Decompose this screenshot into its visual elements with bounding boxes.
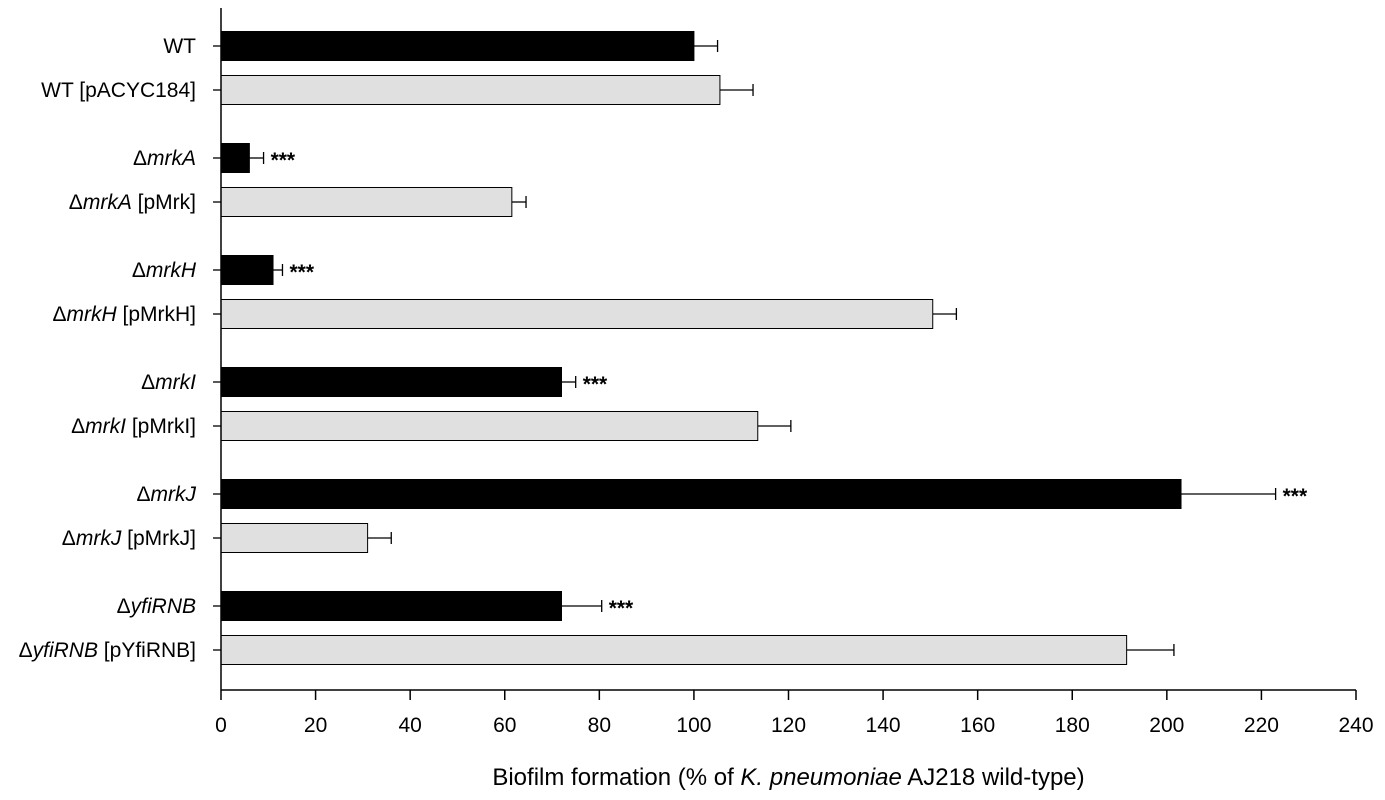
label-part: Δ [141,371,155,394]
label-part: [pMrkJ] [121,527,196,550]
label-part: yfiRNB [129,595,196,618]
x-tick-label: 60 [493,714,516,737]
label-part: mrkA [83,191,132,214]
bar [220,591,562,621]
category-label: WT [163,35,196,58]
label-part: [pMrkI] [126,415,196,438]
error-bar [693,40,719,52]
bar [220,635,1128,665]
label-part: AJ218 wild-type) [902,764,1085,791]
x-tick-label: 200 [1149,714,1184,737]
x-tick-label: 20 [304,714,327,737]
x-tick-label: 120 [771,714,806,737]
bar [220,367,562,397]
error-bar [367,532,392,544]
label-part: Δ [117,595,131,618]
bar [220,75,721,105]
bar [220,143,250,173]
label-part: Δ [133,147,147,170]
x-tick-label: 220 [1244,714,1279,737]
category-label: WT [pACYC184] [41,79,196,102]
x-tick-label: 40 [398,714,421,737]
error-bar [249,152,265,164]
bar [220,187,513,217]
error-bars-layer [249,40,1277,656]
error-bar [932,308,958,320]
x-tick-label: 80 [588,714,611,737]
label-part: [pMrkH] [117,303,196,326]
error-bar [273,264,284,276]
bar [220,523,369,553]
category-label: ΔmrkA [pMrk] [69,191,196,214]
bar [220,411,759,441]
error-bar [1181,488,1277,500]
error-bar [719,84,754,96]
x-tick-label: 100 [676,714,711,737]
label-part: Biofilm formation (% of [492,764,740,791]
error-bar [561,600,603,612]
significance-marker: *** [1283,485,1308,508]
category-label: ΔmrkH [132,259,197,282]
bar [220,479,1182,509]
error-bar [511,196,527,208]
label-part: mrkH [146,259,197,282]
category-label: ΔmrkJ [pMrkJ] [62,527,196,550]
error-bar [561,376,577,388]
x-tick-label: 240 [1338,714,1373,737]
significance-layer: *** *** *** *** *** [271,149,1308,620]
error-bar [757,420,792,432]
label-part: mrkH [67,303,118,326]
significance-marker: *** [609,597,634,620]
x-tick-label: 160 [960,714,995,737]
label-part: mrkI [85,415,126,438]
label-part: Δ [62,527,76,550]
label-part: [pYfiRNB] [98,639,196,662]
label-part: K. pneumoniae [740,764,901,791]
x-axis-title: Biofilm formation (% of K. pneumoniae AJ… [492,764,1084,791]
label-part: Δ [71,415,85,438]
label-part: WT [pACYC184] [41,79,196,102]
label-part: Δ [19,639,33,662]
bars-layer [220,31,1182,665]
x-tick-label: 180 [1055,714,1090,737]
label-part: yfiRNB [31,639,98,662]
label-part: mrkI [155,371,196,394]
x-tick-label: 140 [866,714,901,737]
label-part: WT [163,35,196,58]
category-label: ΔmrkJ [136,483,196,506]
label-part: Δ [132,259,146,282]
category-label: ΔyfiRNB [117,595,196,618]
label-part: Δ [136,483,150,506]
label-part: Δ [52,303,66,326]
category-label: ΔmrkI [141,371,196,394]
category-label: ΔmrkA [133,147,196,170]
label-part: mrkA [147,147,196,170]
error-bar [1126,644,1175,656]
x-tick-label: 0 [215,714,227,737]
significance-marker: *** [271,149,296,172]
x-axis: 0 20 40 60 80 100 120 140 160 180 200 220 240 [213,8,1374,737]
category-label: ΔmrkI [pMrkI] [71,415,196,438]
label-part: mrkJ [76,527,122,550]
label-part: Δ [69,191,83,214]
bar [220,255,274,285]
bar [220,31,695,61]
bar [220,299,934,329]
category-label: ΔmrkH [pMrkH] [52,303,196,326]
label-part: mrkJ [151,483,197,506]
category-label: ΔyfiRNB [pYfiRNB] [19,639,196,662]
label-part: [pMrk] [132,191,196,214]
significance-marker: *** [289,261,314,284]
significance-marker: *** [583,373,608,396]
